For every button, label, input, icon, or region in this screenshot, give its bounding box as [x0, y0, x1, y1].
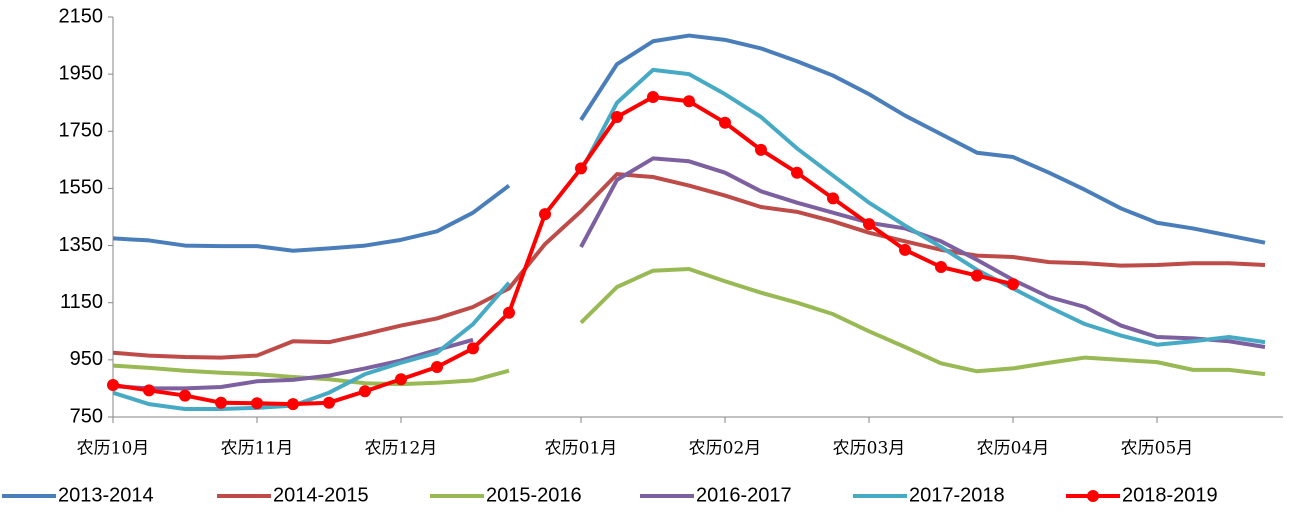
point [827, 192, 839, 205]
y-tick-label: 1150 [60, 291, 103, 313]
y-tick-label: 2150 [59, 5, 104, 27]
point [287, 398, 299, 411]
x-tick-label: 农历10月 [77, 439, 150, 459]
x-tick-label: 农历05月 [1121, 439, 1194, 459]
point [143, 384, 155, 397]
point [539, 208, 551, 221]
y-tick-label: 1950 [59, 62, 104, 84]
point [971, 269, 983, 282]
legend-label: 2016-2017 [696, 484, 792, 506]
point [323, 396, 335, 409]
legend-label: 2018-2019 [1122, 484, 1218, 506]
point [251, 397, 263, 410]
series-line [112, 95, 1014, 407]
point [935, 261, 947, 273]
legend-label: 2017-2018 [909, 484, 1005, 506]
y-tick-label: 1550 [59, 177, 104, 199]
point [1007, 278, 1019, 291]
point [467, 342, 479, 355]
point [719, 116, 731, 129]
point [755, 143, 767, 156]
point [431, 361, 443, 373]
series-line [112, 33, 1266, 253]
point [215, 396, 227, 409]
x-tick-label: 农历11月 [221, 439, 294, 459]
y-tick-label: 1750 [59, 120, 104, 142]
point [683, 95, 695, 108]
x-tick-label: 农历12月 [365, 439, 438, 459]
point [863, 218, 875, 231]
point [791, 166, 803, 179]
y-tick-label: 750 [70, 405, 103, 427]
x-tick-label: 农历02月 [689, 439, 762, 459]
legend-label: 2013-2014 [58, 484, 154, 506]
legend-marker [1087, 490, 1099, 502]
legend-label: 2014-2015 [273, 484, 369, 506]
y-tick-label: 950 [70, 348, 103, 370]
x-tick-label: 农历01月 [545, 439, 618, 459]
point [359, 385, 371, 398]
series-line [112, 67, 1266, 411]
x-tick-label: 农历03月 [833, 439, 906, 459]
point [575, 162, 587, 175]
point [107, 379, 119, 391]
point [899, 243, 911, 256]
y-tick-label: 1350 [59, 234, 104, 256]
series-line [112, 172, 1266, 360]
point [611, 111, 623, 123]
point [647, 91, 659, 103]
point [179, 389, 191, 402]
point [395, 373, 407, 386]
point [503, 306, 515, 319]
x-tick-label: 农历04月 [977, 439, 1050, 459]
legend-label: 2015-2016 [486, 484, 582, 506]
